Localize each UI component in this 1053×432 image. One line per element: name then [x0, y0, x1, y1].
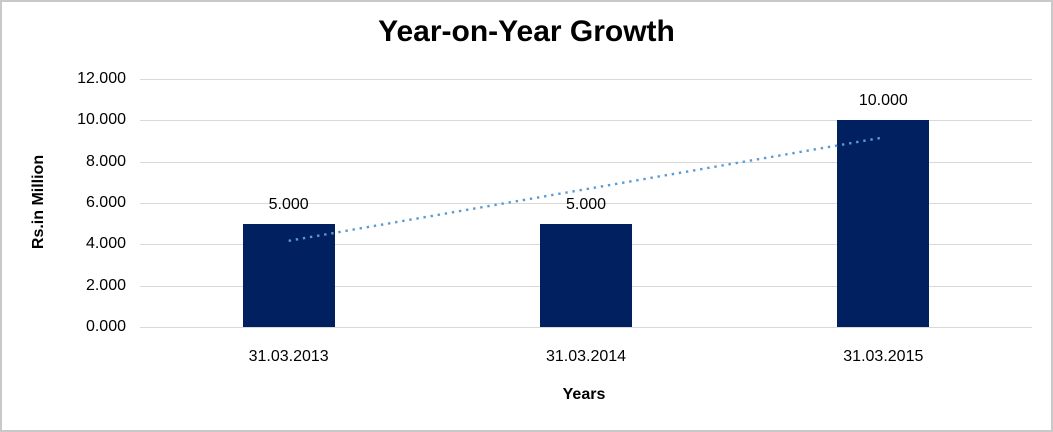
y-tick-label: 6.000: [85, 194, 126, 211]
x-axis-title: Years: [562, 386, 606, 403]
gridline: [140, 327, 1032, 328]
bar: [837, 120, 930, 327]
y-tick-label: 8.000: [85, 152, 126, 170]
bar-value-label: 5.000: [268, 195, 309, 213]
y-tick-label: 12.000: [77, 70, 126, 87]
x-tick-label: 31.03.2013: [248, 348, 329, 365]
chart-title: Year-on-Year Growth: [378, 15, 675, 48]
y-tick-label: 4.000: [85, 235, 126, 253]
bar: [540, 223, 632, 327]
gridline: [140, 79, 1032, 80]
x-tick-label: 31.03.2014: [545, 348, 627, 365]
gridline: [140, 120, 1032, 122]
bar-value-label: 5.000: [565, 195, 607, 213]
y-tick-label: 2.000: [85, 276, 126, 294]
bar: [242, 223, 335, 327]
x-tick-label: 31.03.2015: [843, 348, 924, 365]
y-tick-label: 0.000: [85, 318, 126, 335]
y-tick-label: 10.000: [77, 111, 126, 129]
bar-value-label: 10.000: [858, 92, 908, 110]
